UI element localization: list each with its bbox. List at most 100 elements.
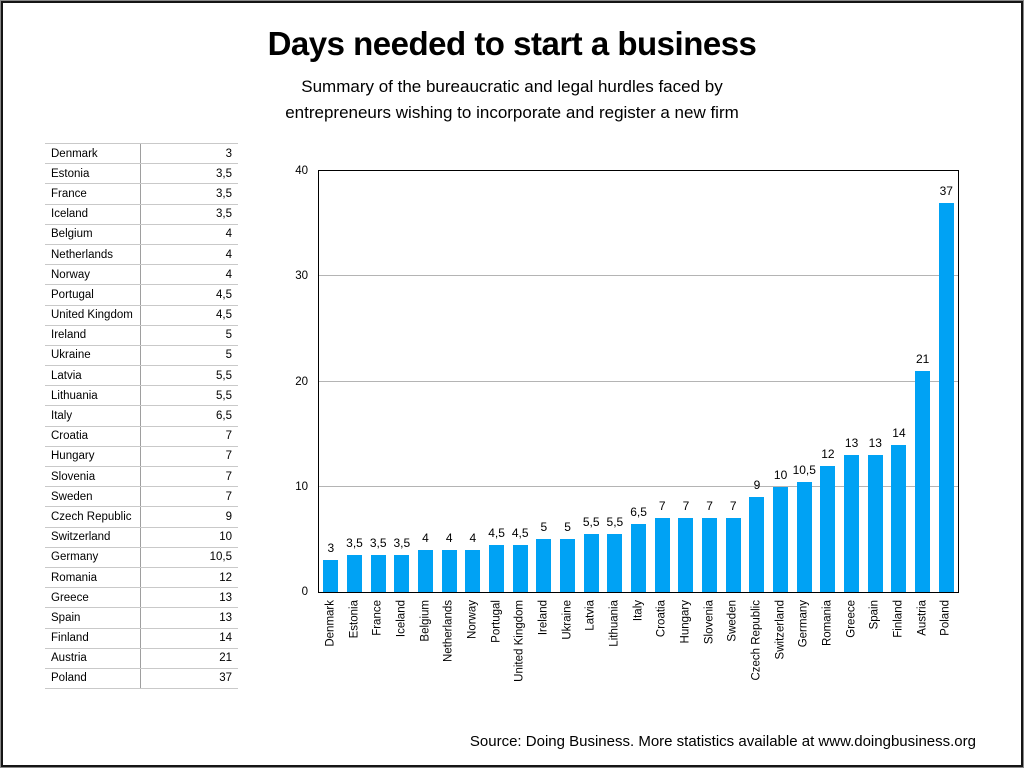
table-cell-country: Portugal	[51, 288, 94, 301]
y-axis-tick-label: 40	[295, 165, 308, 177]
bar-value-label: 4,5	[511, 525, 529, 540]
bar	[654, 518, 670, 592]
table-cell-days: 4	[140, 244, 238, 265]
table-row: Iceland 3,5	[45, 204, 238, 225]
table-cell-country: Sweden	[51, 490, 93, 503]
table-cell-days: 14	[140, 628, 238, 648]
gridline	[319, 380, 958, 382]
table-row: France 3,5	[45, 184, 238, 205]
table-row: Austria 21	[45, 648, 238, 669]
x-axis-label: Portugal	[490, 600, 503, 643]
y-axis-tick-label: 20	[295, 375, 308, 388]
table-row: Sweden 7	[45, 487, 238, 508]
table-cell-country: Finland	[51, 632, 89, 645]
table-row: Spain 13	[45, 608, 238, 629]
table-cell-country: Latvia	[51, 369, 82, 382]
table-row: Belgium 4	[45, 224, 238, 245]
table-cell-days: 7	[140, 487, 238, 507]
table-row: Romania 12	[45, 567, 238, 589]
table-cell-days: 7	[140, 446, 238, 466]
table-cell-days: 3,5	[140, 164, 238, 184]
table-row: Germany 10,5	[45, 547, 238, 568]
bar	[938, 202, 954, 592]
bar	[489, 544, 505, 592]
bar-value-label: 5	[540, 520, 548, 535]
table-cell-country: Belgium	[51, 228, 93, 241]
x-axis-label: Estonia	[348, 600, 360, 639]
subtitle-line-2: entrepreneurs wishing to incorporate and…	[285, 103, 739, 122]
bar	[347, 555, 362, 592]
bar	[560, 539, 576, 592]
bar	[915, 370, 931, 592]
x-axis-label: Italy	[632, 600, 645, 622]
bar	[867, 455, 883, 592]
table-cell-country: Germany	[51, 551, 99, 564]
bars-container: 3 Denmark 3,5 Estonia 3,5 France 3,5 Iceland 4 Be…	[319, 171, 958, 682]
table-cell-country: Hungary	[51, 450, 95, 463]
bar-value-label: 7	[682, 499, 690, 514]
bar-value-label: 4	[469, 530, 477, 545]
bar	[702, 518, 718, 592]
bar-value-label: 3,5	[393, 536, 411, 551]
bar-column: 4 Norway	[461, 171, 485, 639]
table-row: Czech Republic 9	[45, 507, 238, 528]
bar-column: 6,5 Italy	[627, 171, 651, 622]
table-row: Netherlands 4	[45, 244, 238, 266]
table-cell-country: Denmark	[51, 147, 98, 160]
table-row: Ukraine 5	[45, 345, 238, 367]
table-cell-days: 7	[140, 467, 238, 487]
table-row: Italy 6,5	[45, 406, 238, 427]
bar-value-label: 10	[773, 467, 788, 482]
bar	[370, 555, 386, 592]
bar-value-label: 3,5	[346, 536, 363, 551]
bar-column: 21 Austria	[911, 171, 935, 636]
bar	[465, 549, 481, 592]
x-axis-label: Ukraine	[561, 600, 574, 640]
table-cell-days: 4,5	[140, 285, 238, 305]
table-row: United Kingdom 4,5	[45, 305, 238, 326]
x-axis-label: Austria	[916, 600, 929, 636]
table-cell-days: 3,5	[140, 204, 238, 224]
table-cell-country: Ukraine	[51, 349, 91, 362]
bar-value-label: 14	[892, 425, 906, 440]
bar-value-label: 9	[753, 478, 761, 493]
source-note: Source: Doing Business. More statistics …	[469, 733, 976, 750]
table-row: Norway 4	[45, 265, 238, 286]
country-days-table: Denmark 3 Estonia 3,5 France 3,5 Iceland 3,5 Bel…	[45, 143, 238, 690]
table-row: Lithuania 5,5	[45, 386, 238, 407]
bar-column: 13 Spain	[863, 171, 887, 629]
table-row: Hungary 7	[45, 446, 238, 467]
bar-column: 10 Switzerland	[769, 171, 793, 659]
table-cell-days: 6,5	[140, 406, 238, 426]
x-axis-label: Denmark	[324, 600, 337, 647]
bar-value-label: 7	[706, 499, 713, 514]
bar-column: 3,5 Iceland	[390, 171, 414, 637]
subtitle-line-1: Summary of the bureaucratic and legal hu…	[301, 77, 723, 96]
table-cell-days: 10	[140, 527, 238, 547]
bar-column: 3 Denmark	[319, 171, 343, 647]
bar-value-label: 13	[844, 436, 859, 451]
bar-column: 12 Romania	[816, 171, 840, 646]
table-cell-country: Switzerland	[51, 531, 111, 544]
y-axis-tick-label: 0	[301, 586, 308, 598]
bar-value-label: 4,5	[488, 525, 505, 540]
bar-column: 5 Ukraine	[556, 171, 580, 640]
bar-value-label: 10,5	[792, 462, 816, 477]
bar	[418, 549, 434, 592]
table-cell-country: Norway	[51, 268, 90, 281]
table-cell-country: Iceland	[51, 208, 89, 221]
bar	[607, 534, 623, 592]
bar-column: 5,5 Lithuania	[603, 171, 627, 647]
bar-column: 5 Ireland	[532, 171, 556, 635]
bar-column: 37 Poland	[934, 171, 958, 636]
bar-column: 7 Slovenia	[698, 171, 722, 644]
table-cell-days: 4	[140, 224, 238, 244]
bar-value-label: 12	[821, 446, 835, 461]
bar-value-label: 21	[915, 351, 930, 366]
bar-column: 4,5 United Kingdom	[508, 171, 532, 682]
x-axis-label: Netherlands	[442, 600, 455, 663]
x-axis-label: Czech Republic	[750, 600, 763, 681]
table-cell-days: 5	[140, 345, 238, 366]
table-row: Denmark 3	[45, 144, 238, 165]
gridline	[319, 485, 958, 487]
